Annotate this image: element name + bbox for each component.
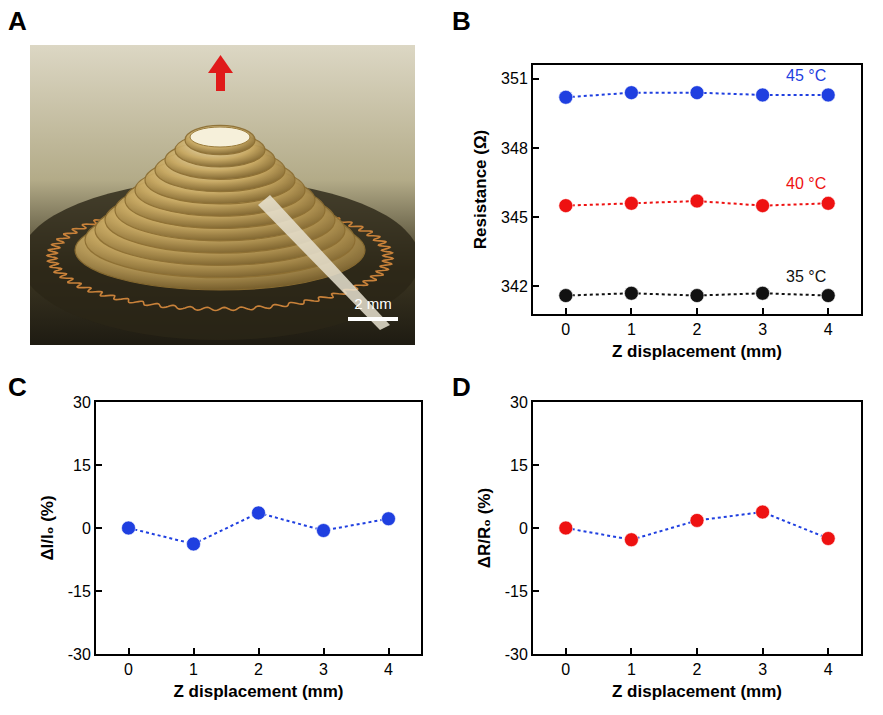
- svg-text:2: 2: [693, 321, 702, 338]
- svg-text:1: 1: [189, 661, 198, 678]
- svg-text:-15: -15: [505, 583, 528, 600]
- html-text:D: D: [452, 372, 471, 402]
- svg-text:30: 30: [73, 394, 91, 411]
- svg-text:3: 3: [758, 321, 767, 338]
- svg-text:40 °C: 40 °C: [786, 175, 826, 192]
- svg-text:ΔI/I₀ (%): ΔI/I₀ (%): [38, 495, 57, 560]
- svg-text:15: 15: [510, 457, 528, 474]
- svg-text:3: 3: [758, 661, 767, 678]
- svg-text:Z displacement (mm): Z displacement (mm): [173, 682, 343, 701]
- svg-text:ΔR/R₀ (%): ΔR/R₀ (%): [475, 488, 494, 568]
- svg-text:342: 342: [501, 278, 528, 295]
- svg-text:0: 0: [519, 520, 528, 537]
- svg-text:345: 345: [501, 209, 528, 226]
- svg-text:2 mm: 2 mm: [354, 295, 392, 312]
- svg-text:1: 1: [627, 661, 636, 678]
- svg-text:2: 2: [254, 661, 263, 678]
- svg-text:348: 348: [501, 140, 528, 157]
- svg-text:351: 351: [501, 70, 528, 87]
- svg-text:4: 4: [824, 321, 833, 338]
- svg-text:Z displacement (mm): Z displacement (mm): [612, 342, 782, 361]
- html-text:B: B: [452, 6, 471, 36]
- svg-text:Z displacement (mm): Z displacement (mm): [612, 682, 782, 701]
- svg-text:45 °C: 45 °C: [786, 67, 826, 84]
- svg-text:-30: -30: [68, 646, 91, 663]
- html-text:A: A: [8, 6, 27, 36]
- svg-text:0: 0: [82, 520, 91, 537]
- svg-text:-15: -15: [68, 583, 91, 600]
- html-text:C: C: [8, 372, 27, 402]
- svg-text:0: 0: [561, 321, 570, 338]
- svg-text:Resistance (Ω): Resistance (Ω): [471, 130, 490, 249]
- svg-text:0: 0: [124, 661, 133, 678]
- svg-text:35 °C: 35 °C: [786, 268, 826, 285]
- svg-text:2: 2: [693, 661, 702, 678]
- svg-text:3: 3: [319, 661, 328, 678]
- svg-text:1: 1: [627, 321, 636, 338]
- svg-text:15: 15: [73, 457, 91, 474]
- svg-text:4: 4: [384, 661, 393, 678]
- svg-text:-30: -30: [505, 646, 528, 663]
- svg-text:30: 30: [510, 394, 528, 411]
- svg-text:0: 0: [561, 661, 570, 678]
- svg-text:4: 4: [824, 661, 833, 678]
